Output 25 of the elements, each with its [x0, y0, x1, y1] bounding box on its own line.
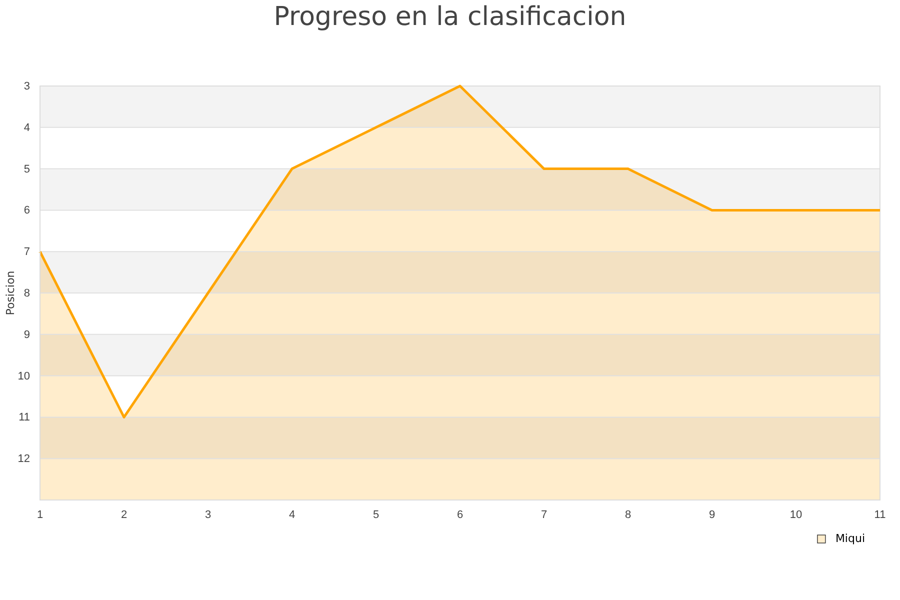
- x-tick-label: 8: [624, 508, 632, 521]
- x-tick-label: 6: [456, 508, 464, 521]
- y-tick-label: 9: [24, 328, 30, 341]
- y-axis-title: Posicion: [4, 270, 17, 316]
- x-tick-label: 5: [372, 508, 380, 521]
- y-tick-label: 10: [18, 370, 30, 382]
- x-tick-label: 1: [36, 508, 44, 521]
- y-tick-label: 8: [24, 288, 30, 300]
- x-tick-label: 4: [288, 508, 296, 521]
- y-tick-label: 4: [24, 122, 30, 134]
- x-tick-label: 2: [120, 508, 128, 521]
- y-tick-label: 7: [24, 246, 30, 258]
- x-tick-label: 3: [204, 508, 212, 521]
- line-series: [38, 84, 882, 418]
- y-tick-label: 11: [18, 412, 30, 424]
- x-tick-label: 7: [540, 508, 548, 521]
- x-tick-label: 10: [790, 508, 802, 521]
- chart-title: Progreso en la clasificacion: [274, 2, 626, 32]
- y-tick-label: 6: [24, 204, 30, 217]
- y-tick-label: 3: [24, 80, 30, 93]
- y-tick-label: 5: [24, 163, 30, 176]
- y-tick-label: 12: [18, 453, 30, 466]
- x-tick-label: 9: [708, 508, 716, 521]
- x-tick-label: 11: [874, 508, 886, 521]
- legend-label: Miqui: [835, 532, 865, 545]
